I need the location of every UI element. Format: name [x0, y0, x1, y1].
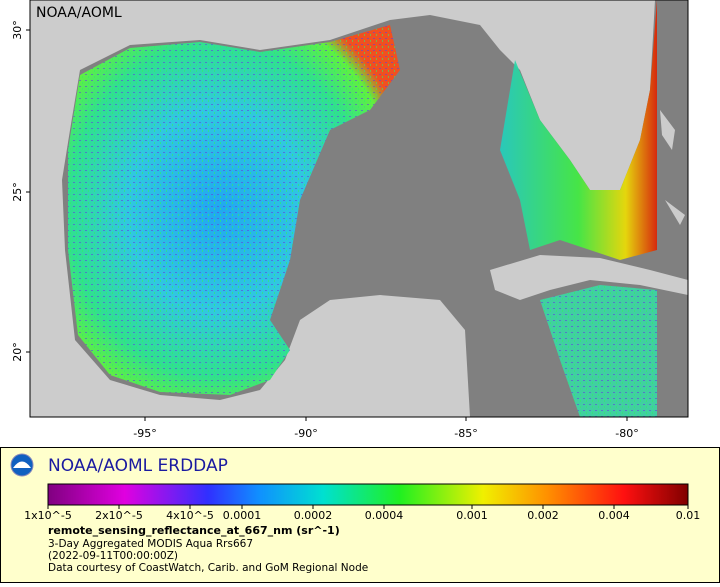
legend-panel: NOAA/AOML ERDDAP remote_sensing_reflecta…: [0, 447, 720, 583]
colorbar-label: 0.0004: [365, 509, 404, 522]
map: NOAA/AOML: [29, 0, 689, 418]
legend-line: (2022-09-11T00:00:00Z): [48, 550, 178, 562]
cuba: [490, 255, 688, 300]
lat-label: 30°: [11, 20, 24, 40]
variable-name: remote_sensing_reflectance_at_667_nm (sr…: [48, 524, 340, 537]
legend-box: [0, 447, 720, 583]
reflectance-caribbean-texture: [540, 285, 657, 417]
colorbar-label: 0.002: [527, 509, 559, 522]
colorbar: [47, 483, 689, 506]
lat-label: 20°: [11, 342, 24, 362]
legend-line: 3-Day Aggregated MODIS Aqua Rrs667: [48, 538, 253, 550]
colorbar-label: 0.0001: [223, 509, 262, 522]
colorbar-label: 0.004: [598, 509, 630, 522]
colorbar-label: 0.01: [676, 509, 701, 522]
colorbar-label: 1x10^-5: [24, 509, 72, 522]
reflectance-florida: [500, 0, 657, 260]
colorbar-label: 4x10^-5: [166, 509, 214, 522]
lon-label: -85°: [454, 427, 477, 440]
attribution: NOAA/AOML: [36, 5, 122, 21]
colorbar-label: 0.0002: [294, 509, 333, 522]
reflectance-texture: [68, 25, 400, 395]
legend-line: Data courtesy of CoastWatch, Carib. and …: [48, 562, 368, 574]
bahamas: [660, 110, 685, 225]
lon-label: -80°: [615, 427, 638, 440]
noaa-logo-bird: [13, 461, 31, 468]
colorbar-label: 0.001: [456, 509, 488, 522]
lat-label: 25°: [11, 182, 24, 202]
map-frame: [29, 0, 689, 418]
lon-label: -90°: [294, 427, 317, 440]
colorbar-label: 2x10^-5: [95, 509, 143, 522]
legend-title: NOAA/AOML ERDDAP: [48, 456, 228, 476]
lon-label: -95°: [133, 427, 156, 440]
